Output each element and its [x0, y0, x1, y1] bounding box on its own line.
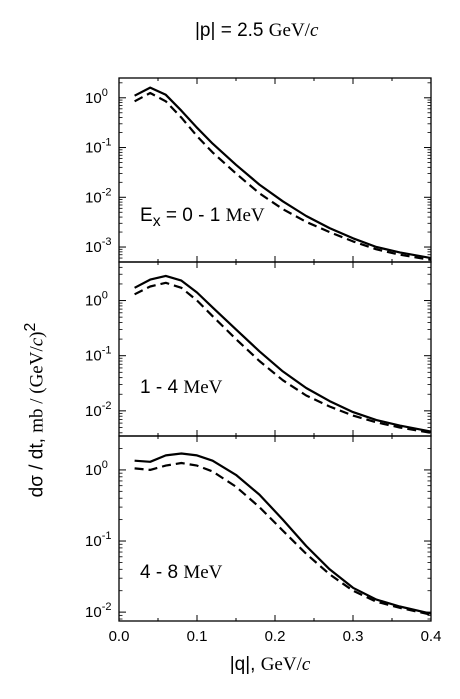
y-tick-label: 10-3	[85, 236, 111, 256]
panel-2-label-main: 1 - 4	[140, 377, 179, 398]
panel-1-frame	[118, 77, 432, 263]
panel-1-label-rest: = 0 - 1	[160, 205, 221, 226]
y-tick-label: 100	[85, 87, 108, 107]
y-axis-label-exp: 2	[22, 322, 39, 332]
y-tick-label: 10-2	[85, 186, 111, 206]
y-axis-label: dσ / dt, mb / (GeV/c)2	[17, 200, 48, 620]
x-axis-label-c: c	[301, 654, 311, 675]
panel-3-solid-curve	[134, 452, 432, 615]
y-tick-label: 10-1	[85, 345, 111, 365]
panel-1-dashed-curve	[134, 91, 432, 261]
panel-3-frame	[118, 435, 432, 622]
panel-3-label-main: 4 - 8	[140, 562, 179, 583]
panel-2-frame	[118, 261, 432, 437]
x-axis-label-q: |q|,	[229, 654, 256, 675]
x-tick-label: 0.0	[109, 628, 130, 645]
panel-2-dashed-curve	[134, 281, 432, 434]
y-tick-label: 10-1	[85, 137, 111, 157]
x-axis-label: |q|, GeV/c	[140, 654, 400, 676]
x-tick-label: 0.3	[343, 628, 364, 645]
chart-title: |p| = 2.5 GeV/c	[195, 20, 318, 42]
y-axis-label-c: c	[26, 337, 48, 347]
y-axis-label-close: )	[26, 331, 48, 338]
x-tick-label: 0.4	[421, 628, 442, 645]
panel-1-label: Ex = 0 - 1 MeV	[140, 205, 265, 231]
panel-2-label-unit: MeV	[183, 377, 223, 398]
x-axis-label-unit: GeV/	[260, 654, 302, 675]
panel-1: 100 10-1 10-2 10-3	[85, 77, 432, 263]
panel-2: 100 10-1 10-2	[85, 261, 432, 437]
panel-3-label-unit: MeV	[183, 562, 223, 583]
chart-title-prefix: |p| = 2.5	[195, 20, 264, 41]
panel-2-label: 1 - 4 MeV	[140, 377, 222, 399]
y-axis-label-unit: mb / (GeV/	[26, 346, 48, 433]
y-tick-label: 100	[85, 290, 108, 310]
x-tick-label: 0.2	[265, 628, 286, 645]
y-tick-label: 10-1	[85, 530, 111, 550]
panel-3-dashed-curve	[134, 461, 432, 616]
panel-2-solid-curve	[134, 274, 432, 433]
panel-3: 0.0 0.1 0.2 0.3 0.4 100 10-1 10-2	[85, 435, 442, 645]
panel-1-label-sub: x	[152, 212, 161, 230]
chart-title-unit: GeV/	[268, 20, 310, 41]
y-tick-label: 100	[85, 459, 108, 479]
panel-3-label: 4 - 8 MeV	[140, 562, 222, 584]
y-axis-label-main: dσ / dt,	[26, 438, 48, 498]
chart-title-c: c	[309, 20, 319, 41]
panel-1-solid-curve	[134, 86, 432, 260]
x-tick-label: 0.1	[187, 628, 208, 645]
y-tick-label: 10-2	[85, 400, 111, 420]
panel-1-label-main: E	[140, 205, 153, 226]
panel-1-label-unit: MeV	[225, 205, 265, 226]
y-tick-label: 10-2	[85, 601, 111, 621]
